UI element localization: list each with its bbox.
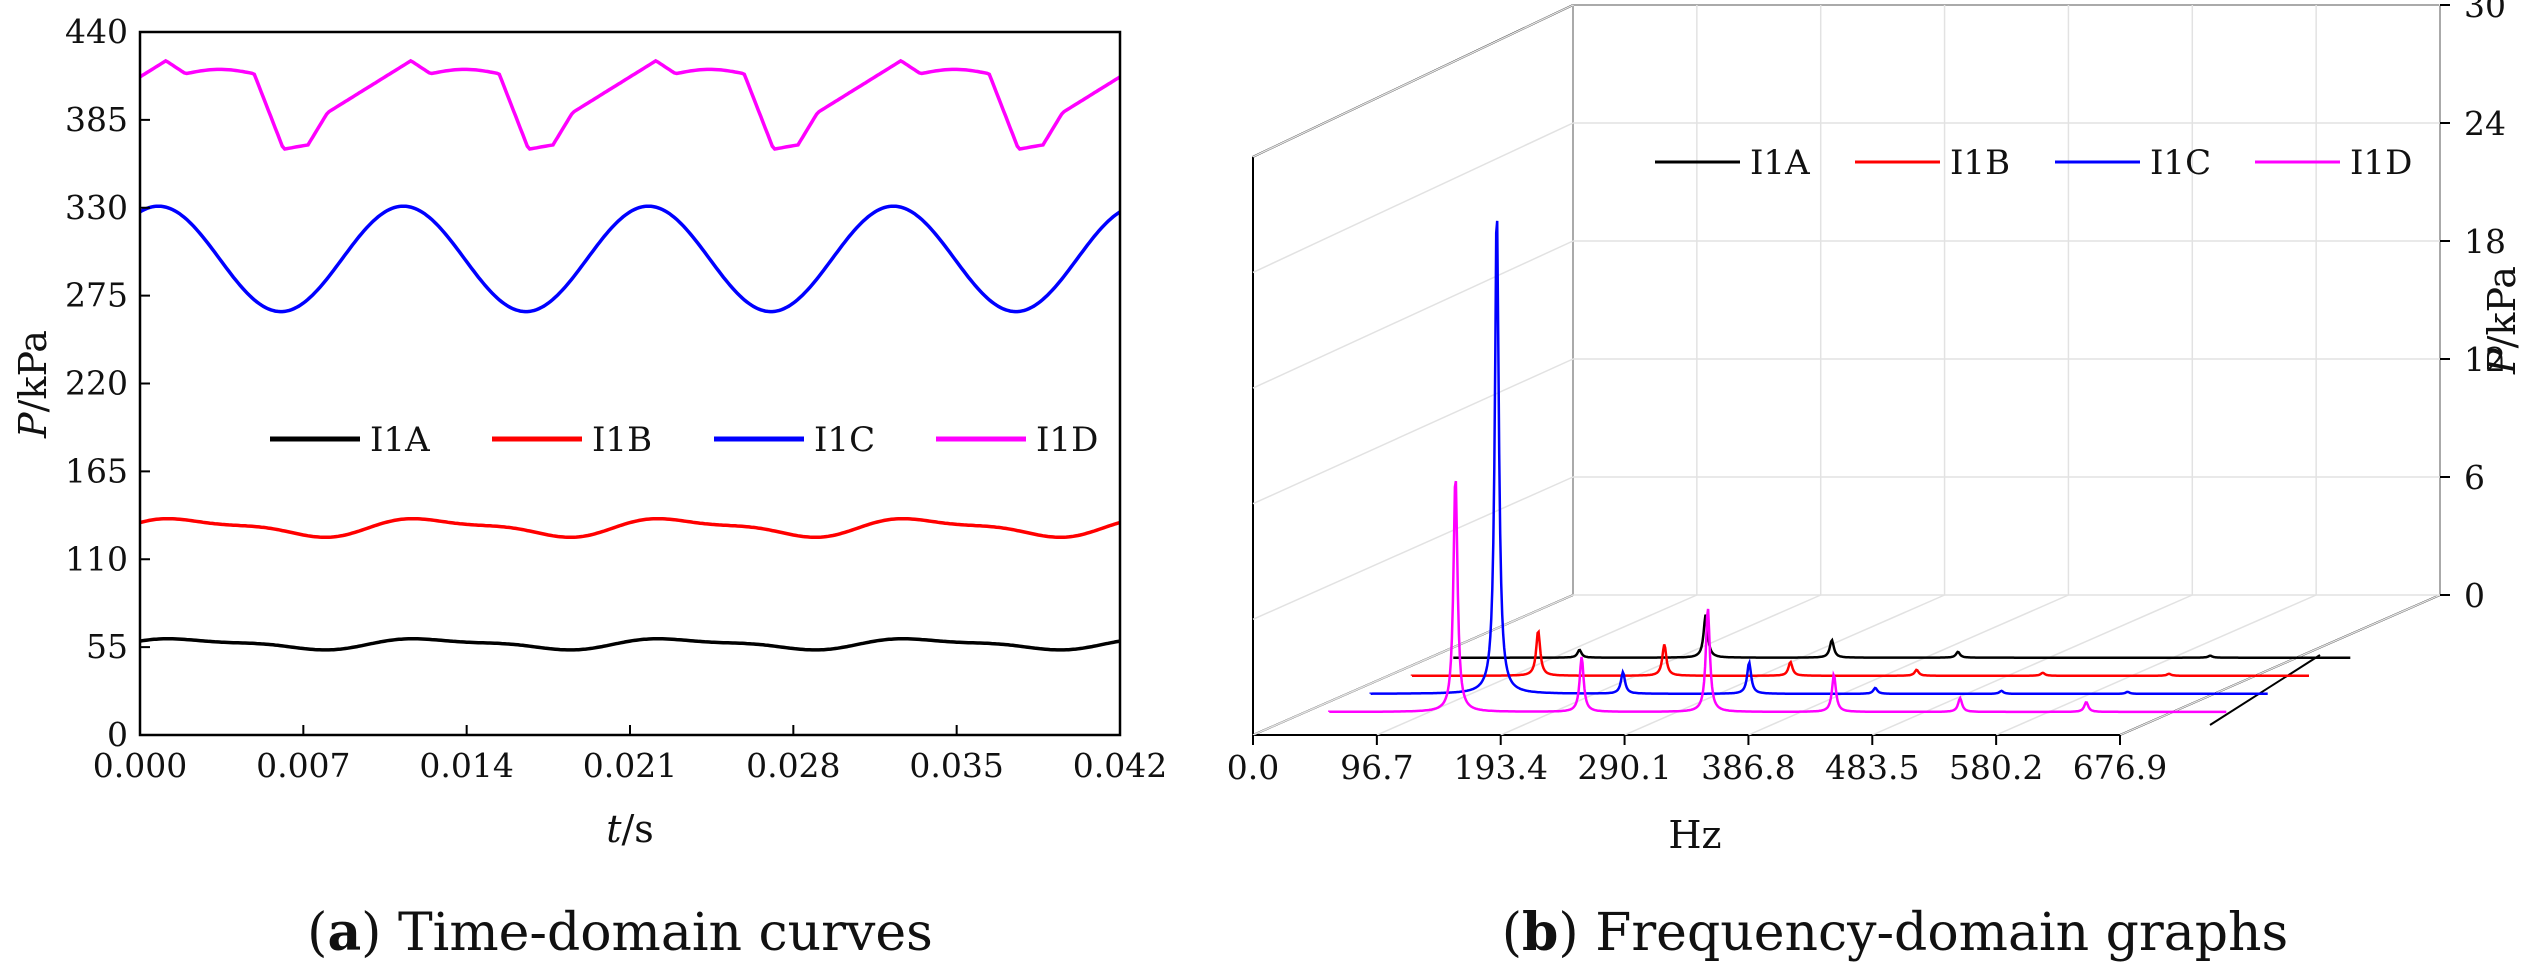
time-y-tick-label: 385	[65, 100, 128, 139]
time-series-i1d	[139, 58, 1121, 151]
freq-legend-label: I1D	[2350, 143, 2412, 183]
freq-legend-label: I1C	[2150, 143, 2211, 183]
time-series-i1a	[139, 637, 1121, 652]
time-y-tick-label: 330	[65, 188, 128, 227]
time-y-tick-label: 440	[65, 12, 128, 51]
time-legend-label: I1A	[370, 420, 430, 460]
time-y-tick-label: 165	[65, 451, 128, 490]
time-plot-frame	[138, 30, 1122, 737]
time-x-tick-label: 0.028	[746, 746, 840, 785]
freq-series-i1c	[1369, 220, 2268, 696]
freq-z-tick-label: 12	[2464, 340, 2506, 379]
time-x-tick-label: 0.007	[256, 746, 350, 785]
freq-y-axis-label: P/kPa	[2480, 266, 2524, 375]
freq-depth-axis	[2209, 654, 2321, 726]
frequency-domain-chart: 0.0 96.7 193.4 290.1 386.8 483.5 580.2 676.9 0 6…	[1227, 0, 2524, 963]
time-y-tick-label: 0	[107, 715, 128, 754]
freq-x-tick-label: 580.2	[1949, 748, 2043, 787]
freq-legend-label: I1A	[1750, 143, 1810, 183]
freq-x-tick-label: 290.1	[1577, 748, 1671, 787]
time-legend-label: I1C	[814, 420, 875, 460]
freq-x-tick-label: 193.4	[1453, 748, 1547, 787]
freq-series-i1d	[1328, 480, 2227, 714]
time-y-tick-label: 110	[65, 539, 128, 578]
freq-x-axis-label: Hz	[1668, 813, 1721, 857]
time-domain-chart: 0.000 0.007 0.014 0.021 0.028 0.035 0.042 0 55 1…	[11, 12, 1167, 963]
freq-floor-gridline	[1376, 594, 1698, 736]
freq-x-tick-label: 483.5	[1825, 748, 1919, 787]
time-x-tick-label: 0.021	[583, 746, 677, 785]
time-legend-label: I1B	[592, 420, 652, 460]
freq-z-tick-label: 0	[2464, 576, 2485, 615]
time-legend-label: I1D	[1036, 420, 1098, 460]
freq-z-tick-label: 30	[2464, 0, 2506, 25]
freq-left-gridline	[1252, 594, 1574, 736]
freq-floor-gridline	[2119, 594, 2441, 736]
freq-series-i1a	[1453, 614, 2351, 659]
freq-left-gridline	[1252, 4, 1574, 158]
freq-floor-gridline	[1624, 594, 1945, 736]
freq-floor-gridline	[1871, 594, 2193, 736]
time-series-i1c	[139, 204, 1121, 314]
freq-x-tick-label: 386.8	[1701, 748, 1795, 787]
freq-z-tick-label: 6	[2464, 458, 2485, 497]
time-x-tick-label: 0.014	[419, 746, 513, 785]
freq-left-gridline	[1252, 122, 1574, 274]
freq-series-i1b	[1410, 628, 2309, 677]
time-y-tick-label: 275	[65, 276, 128, 315]
time-x-tick-label: 0.035	[909, 746, 1003, 785]
time-x-tick-label: 0.042	[1073, 746, 1167, 785]
time-y-axis-label: P/kPa	[11, 330, 55, 439]
freq-legend-label: I1B	[1950, 143, 2010, 183]
freq-x-tick-label: 676.9	[2073, 748, 2167, 787]
time-x-axis-label: t/s	[606, 807, 654, 851]
time-y-tick-label: 55	[86, 627, 128, 666]
time-x-tick-label: 0.000	[93, 746, 187, 785]
freq-x-tick-label: 96.7	[1340, 748, 1413, 787]
caption-a: (a) Time-domain curves	[307, 902, 933, 963]
freq-z-tick-label: 24	[2464, 104, 2506, 143]
freq-left-gridline	[1252, 358, 1574, 505]
time-y-tick-label: 220	[65, 364, 128, 403]
freq-floor-gridline	[1995, 594, 2317, 736]
freq-x-tick-label: 0.0	[1227, 748, 1279, 787]
time-series-i1b	[139, 516, 1121, 540]
freq-left-gridline	[1252, 240, 1574, 389]
freq-left-gridline	[1252, 476, 1574, 621]
caption-b: (b) Frequency-domain graphs	[1502, 902, 2288, 963]
freq-floor-gridline	[1748, 594, 2069, 736]
freq-z-tick-label: 18	[2464, 222, 2506, 261]
